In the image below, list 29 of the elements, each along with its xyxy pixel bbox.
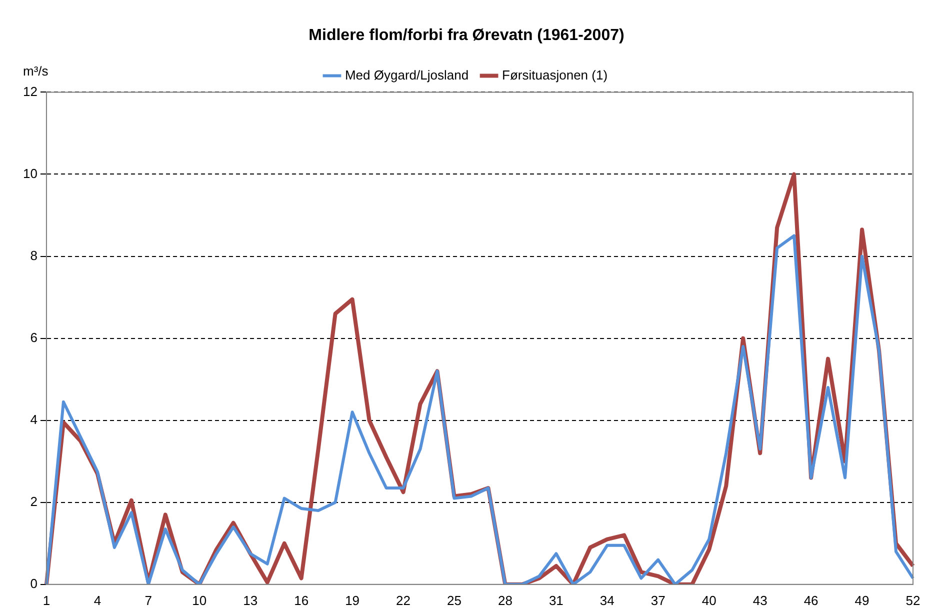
x-tick-label: 10 xyxy=(192,592,207,608)
x-tick-label: 1 xyxy=(42,592,50,608)
x-tick-label: 7 xyxy=(144,592,152,608)
x-tick-label: 13 xyxy=(243,592,258,608)
x-tick-label: 37 xyxy=(650,592,666,608)
y-tick-label: 10 xyxy=(22,166,38,181)
x-tick-label: 49 xyxy=(854,592,870,608)
y-tick-label: 6 xyxy=(30,330,38,345)
legend-label: Førsituasjonen (1) xyxy=(502,67,608,82)
x-tick-label: 28 xyxy=(498,592,512,608)
y-axis-title: m³/s xyxy=(23,63,49,78)
y-tick-label: 12 xyxy=(22,84,38,99)
legend-label: Med Øygard/Ljosland xyxy=(344,67,469,82)
y-tick-label: 2 xyxy=(30,494,38,509)
x-tick-label: 43 xyxy=(752,592,768,608)
x-tick-label: 22 xyxy=(396,592,411,608)
x-tick-label: 25 xyxy=(447,592,462,608)
y-tick-label: 4 xyxy=(30,412,38,427)
x-tick-label: 19 xyxy=(345,592,360,608)
chart-title: Midlere flom/forbi fra Ørevatn (1961-2007) xyxy=(308,27,624,44)
y-tick-label: 0 xyxy=(30,576,38,591)
x-tick-label: 52 xyxy=(906,592,920,608)
x-tick-label: 4 xyxy=(94,592,102,608)
x-tick-label: 16 xyxy=(294,592,309,608)
x-tick-label: 34 xyxy=(600,592,614,608)
x-tick-label: 31 xyxy=(548,592,564,608)
x-tick-label: 46 xyxy=(804,592,818,608)
y-tick-label: 8 xyxy=(30,248,38,263)
x-tick-label: 40 xyxy=(702,592,716,608)
